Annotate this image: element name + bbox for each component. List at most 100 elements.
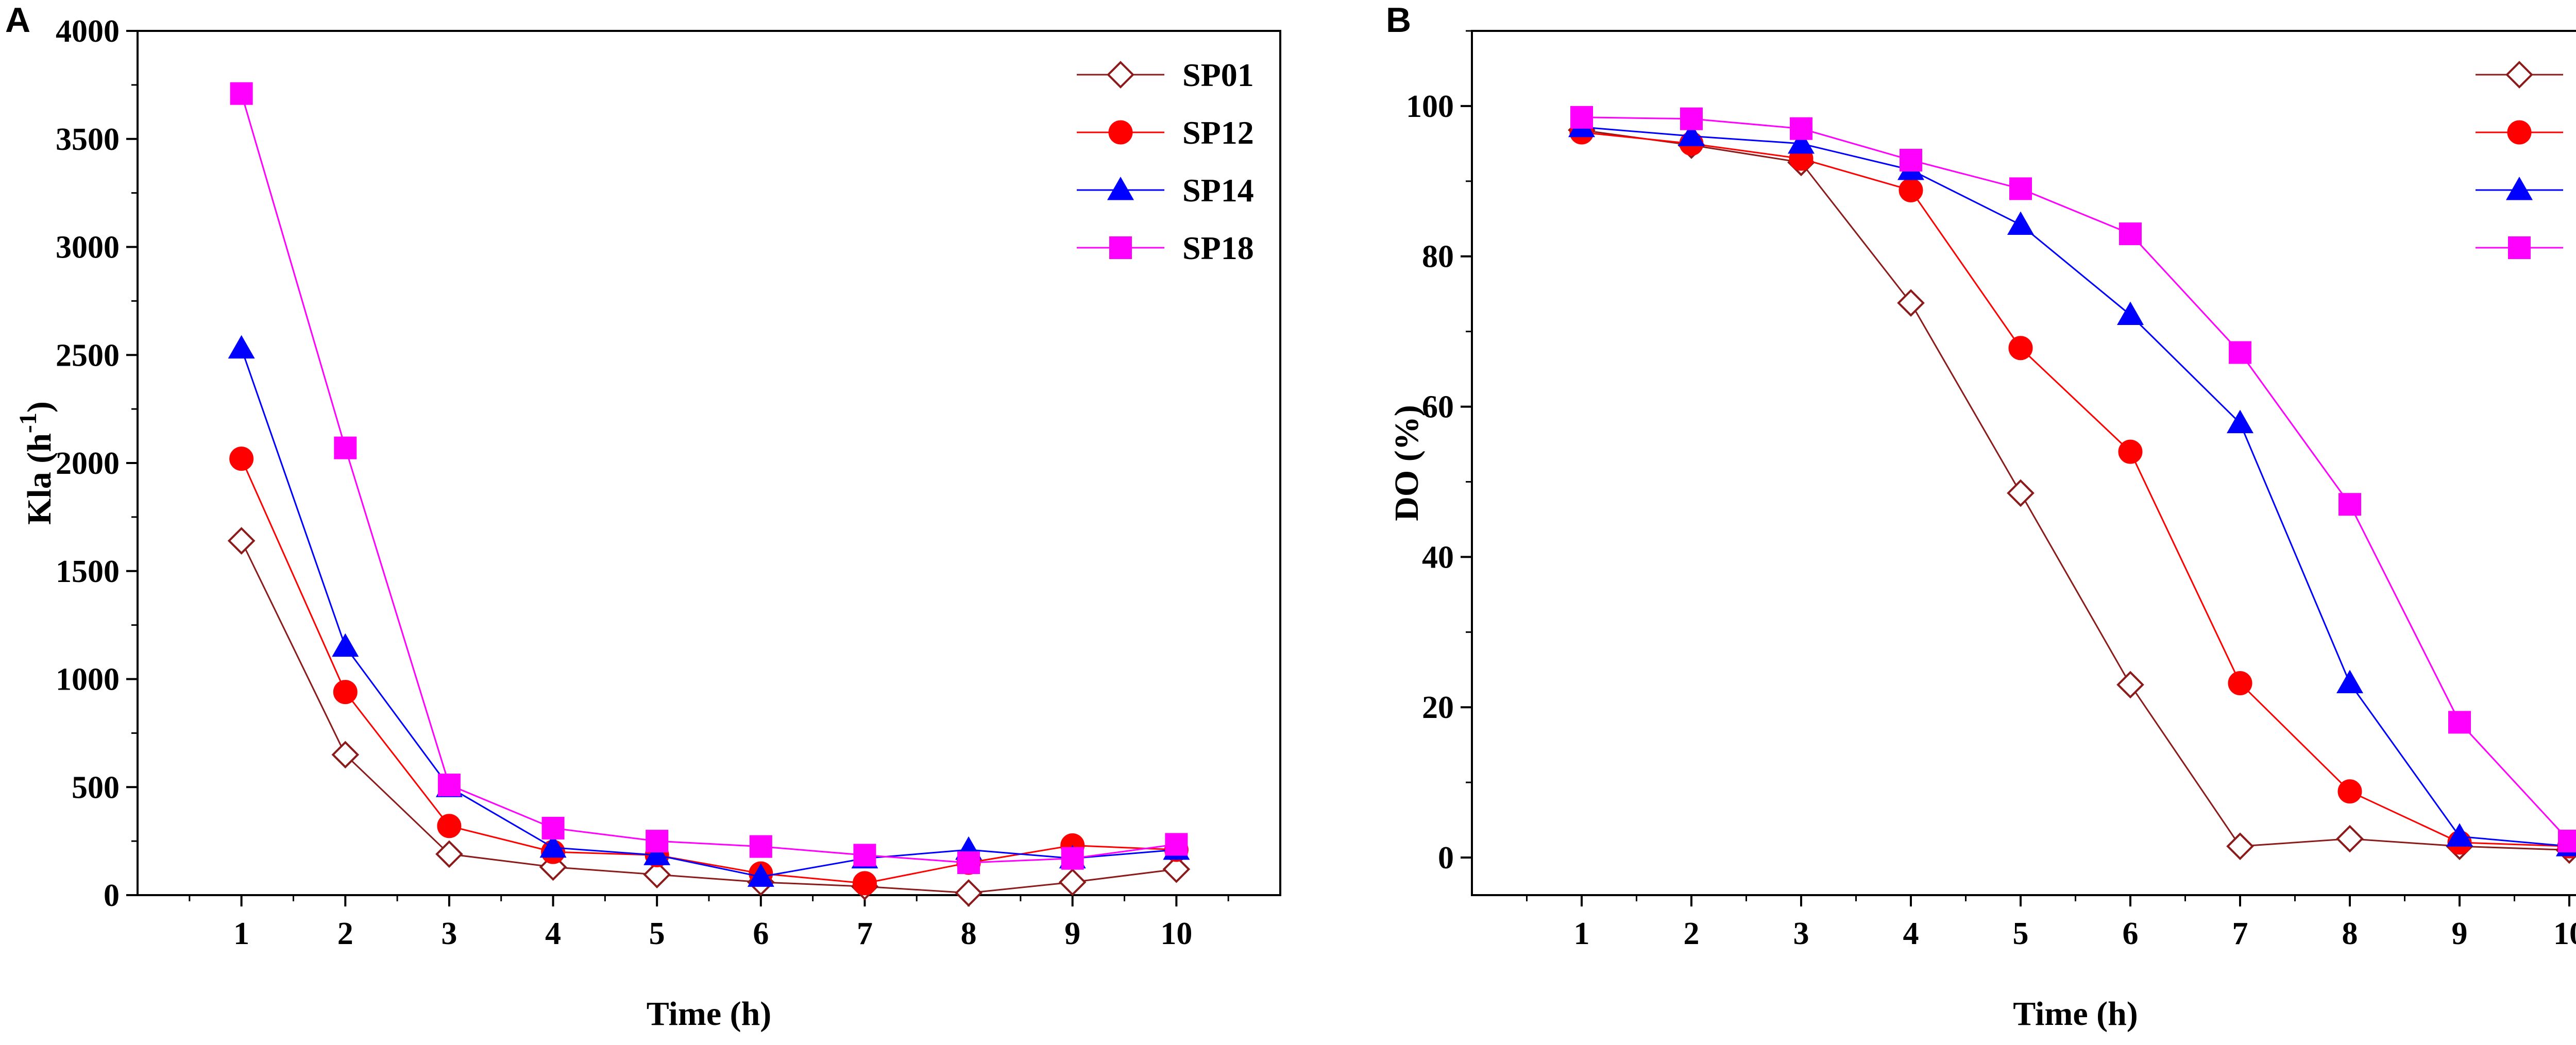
panel-a-legend-label: SP18 bbox=[1182, 230, 1254, 266]
panel-a-data-point bbox=[331, 741, 360, 769]
panel-a-data-point bbox=[955, 879, 982, 907]
panel-a-x-axis-label: Time (h) bbox=[647, 995, 772, 1033]
panel-a-data-point bbox=[332, 633, 359, 657]
panel-b-data-point bbox=[2007, 211, 2034, 235]
panel-b-data-point bbox=[1790, 117, 1812, 140]
panel-b-y-tick-label: 100 bbox=[1406, 89, 1454, 124]
panel-b-series-line bbox=[1581, 129, 2570, 851]
panel-b-x-axis-label: Time (h) bbox=[2013, 995, 2138, 1033]
panel-b-data-point bbox=[2116, 671, 2144, 699]
panel-a-y-tick-label: 2500 bbox=[56, 338, 120, 373]
panel-a-data-point bbox=[643, 842, 671, 865]
panel-a-series-line bbox=[241, 93, 1177, 864]
panel-b-data-point bbox=[1678, 123, 1705, 146]
panel-a-letter: A bbox=[5, 1, 30, 40]
panel-b-series-line bbox=[1581, 116, 2570, 842]
panel-a-series-line bbox=[241, 458, 1177, 884]
panel-b-series-sp18 bbox=[1570, 106, 2576, 852]
panel-a-data-point bbox=[229, 447, 254, 471]
panel-a-legend-marker bbox=[1107, 61, 1134, 89]
panel-a-data-point bbox=[957, 851, 980, 875]
panel-a-data-point bbox=[437, 774, 461, 797]
panel-a-data-point bbox=[334, 436, 357, 459]
panel-a-data-point bbox=[1165, 833, 1188, 856]
panel-a-y-axis-label: Kla (h-1) bbox=[14, 401, 58, 525]
panel-b-data-point bbox=[2336, 670, 2363, 694]
panel-a-y-tick-label: 0 bbox=[104, 878, 120, 913]
panel-a-data-point bbox=[643, 861, 671, 888]
panel-b-data-point bbox=[2446, 823, 2473, 847]
panel-b-series-sp01 bbox=[1568, 116, 2576, 864]
panel-a-series-sp01 bbox=[227, 527, 1191, 907]
panel-a-data-point bbox=[747, 863, 774, 887]
panel-b-y-axis-label: DO (%) bbox=[1388, 405, 1426, 521]
panel-a-data-point bbox=[227, 527, 256, 555]
panel-b-y-tick-label: 0 bbox=[1438, 841, 1454, 876]
panel-a-y-tick-label: 1000 bbox=[56, 662, 120, 697]
panel-a-x-tick-label: 3 bbox=[441, 916, 457, 951]
panel-b-legend-marker bbox=[2508, 236, 2531, 259]
panel-a-data-point bbox=[1162, 855, 1191, 883]
panel-a-x-tick-label: 4 bbox=[545, 916, 561, 951]
panel-a-data-point bbox=[852, 871, 877, 896]
panel-b-data-point bbox=[2226, 832, 2254, 860]
panel-a-y-axis-label-sup: -1 bbox=[14, 413, 42, 433]
panel-a-data-point bbox=[333, 680, 358, 705]
panel-a-data-point bbox=[853, 844, 876, 867]
panel-b-x-tick-label: 6 bbox=[2123, 916, 2139, 951]
panel-b-data-point bbox=[2117, 301, 2144, 326]
panel-a-legend-label: SP14 bbox=[1182, 172, 1254, 209]
panel-b-y-tick-label: 40 bbox=[1422, 540, 1454, 575]
panel-b-data-point bbox=[1570, 106, 1593, 129]
panel-b-data-point bbox=[2337, 779, 2362, 804]
panel-b-data-point bbox=[2227, 409, 2253, 434]
panel-b-data-point bbox=[1897, 289, 1925, 317]
panel-a-data-point bbox=[1058, 868, 1087, 896]
panel-b-y-tick-label: 20 bbox=[1422, 690, 1454, 725]
panel-b-data-point bbox=[2338, 493, 2361, 516]
panel-a-x-tick-label: 10 bbox=[1160, 916, 1192, 951]
panel-b-x-tick-label: 8 bbox=[2342, 916, 2358, 951]
panel-b-x-tick-label: 4 bbox=[1903, 916, 1919, 951]
panel-b-legend-marker bbox=[2505, 61, 2533, 89]
panel-a-x-tick-label: 8 bbox=[961, 916, 977, 951]
panel-b-data-point bbox=[1899, 178, 1923, 202]
panel-b-data-point bbox=[2228, 671, 2252, 696]
panel-b-x-tick-label: 9 bbox=[2452, 916, 2468, 951]
panel-b-x-tick-label: 10 bbox=[2553, 916, 2576, 951]
panel-b-data-point bbox=[2448, 711, 2471, 734]
panel-b-data-point bbox=[2336, 825, 2364, 853]
panel-b-data-point bbox=[2558, 829, 2576, 852]
panel-a-y-tick-label: 500 bbox=[72, 770, 120, 805]
panel-a-series-line bbox=[241, 348, 1177, 878]
panel-a-y-tick-label: 3500 bbox=[56, 122, 120, 157]
panel-b-data-point bbox=[2007, 479, 2035, 507]
panel-b-series-sp12 bbox=[1569, 120, 2576, 859]
panel-a-series-sp18 bbox=[230, 82, 1188, 875]
panel-b-legend-marker bbox=[2506, 177, 2533, 200]
panel-b-series-line bbox=[1581, 131, 2570, 847]
panel-a-data-point bbox=[646, 830, 669, 853]
panel-a-data-point bbox=[230, 82, 253, 105]
panel-a-legend-marker bbox=[1108, 120, 1133, 145]
panel-b-y-tick-label: 60 bbox=[1422, 390, 1454, 425]
panel-b-letter: B bbox=[1386, 1, 1411, 40]
panel-a-legend-label: SP12 bbox=[1182, 114, 1254, 151]
panel-a-legend-label: SP01 bbox=[1182, 57, 1254, 93]
panel-a-y-tick-label: 1500 bbox=[56, 554, 120, 589]
panel-a-x-tick-label: 7 bbox=[857, 916, 873, 951]
panel-b-data-point bbox=[2009, 177, 2032, 200]
panel-a-legend-marker bbox=[1107, 177, 1134, 200]
panel-a-x-tick-label: 9 bbox=[1064, 916, 1080, 951]
panel-a-series-sp14 bbox=[228, 335, 1190, 887]
panel-a-data-point bbox=[228, 335, 255, 359]
panel-b-legend-marker bbox=[2507, 120, 2532, 145]
panel-a-x-tick-label: 5 bbox=[649, 916, 665, 951]
panel-a-y-tick-label: 4000 bbox=[56, 14, 120, 49]
panel-b-series-line bbox=[1581, 126, 2570, 847]
panel-b-data-point bbox=[1680, 107, 1703, 130]
panel-a-y-tick-label: 2000 bbox=[56, 446, 120, 481]
panel-a-y-axis-label-main: Kla (h bbox=[21, 433, 58, 525]
